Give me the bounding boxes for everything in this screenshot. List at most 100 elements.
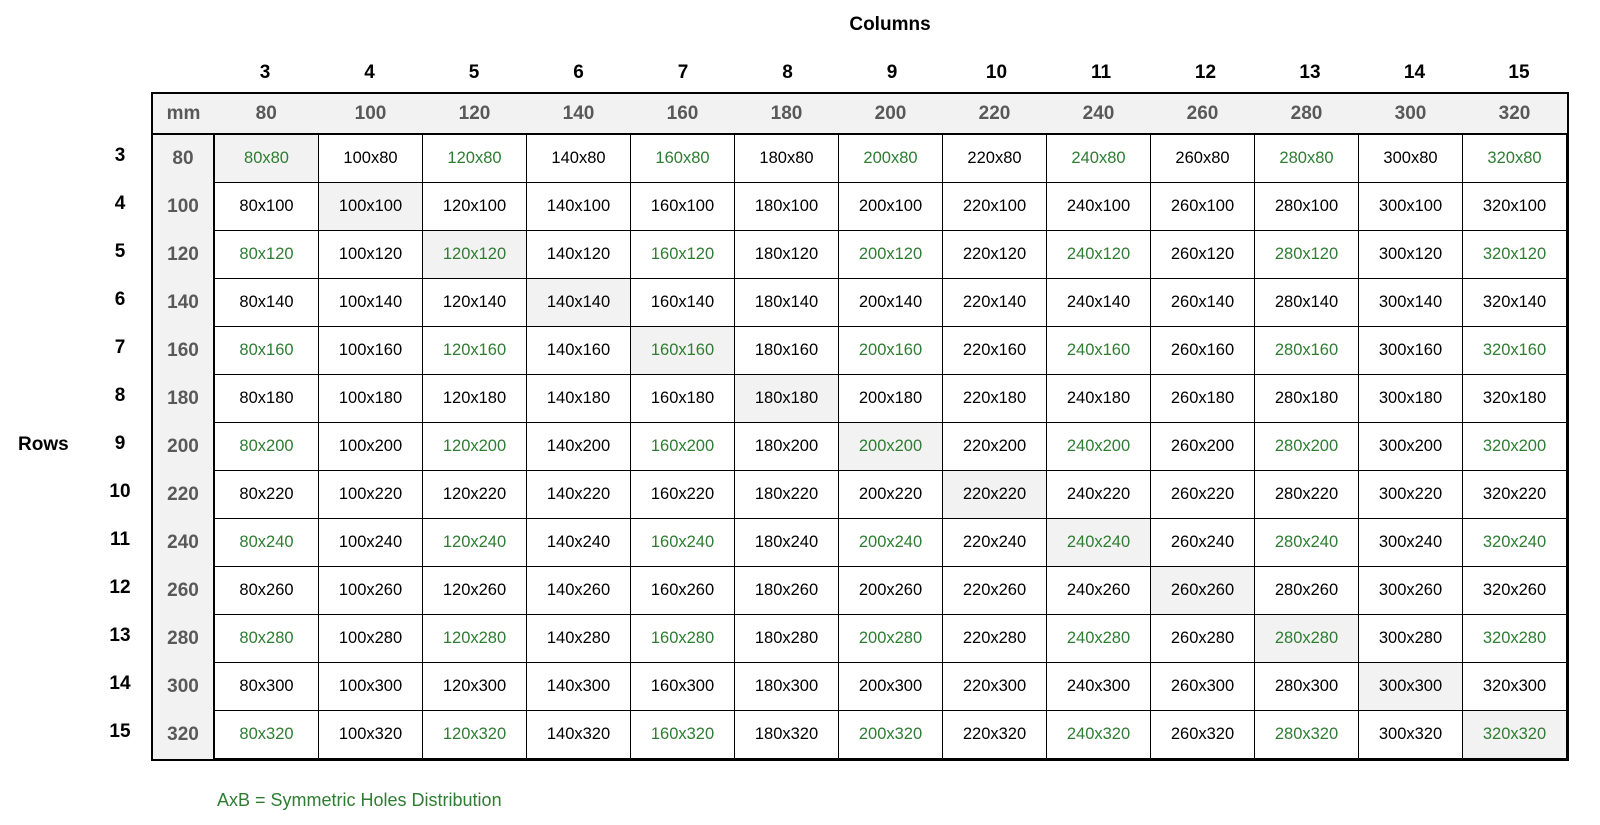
dimension-cell: 300x180 <box>1358 374 1463 423</box>
dimension-cell: 240x220 <box>1046 470 1151 519</box>
dimension-cell: 160x240 <box>630 518 735 567</box>
row-number: 12 <box>109 577 131 598</box>
diagonal-cell: 240x240 <box>1046 518 1151 567</box>
dimension-cell: 260x80 <box>1150 133 1255 183</box>
row-mm-header: 280 <box>153 614 215 663</box>
dimension-cell: 180x280 <box>734 614 839 663</box>
legend-note: AxB = Symmetric Holes Distribution <box>217 790 502 810</box>
dimension-cell: 300x120 <box>1358 230 1463 279</box>
dimension-cell: 140x260 <box>526 566 631 615</box>
dimension-cell: 220x160 <box>942 326 1047 375</box>
dimension-cell: 160x320 <box>630 710 735 759</box>
mm-unit-label: mm <box>153 94 214 135</box>
dimension-cell: 180x240 <box>734 518 839 567</box>
row-number: 15 <box>109 721 131 742</box>
row-number: 11 <box>109 529 131 550</box>
row-number: 8 <box>114 385 126 406</box>
dimension-cell: 240x160 <box>1046 326 1151 375</box>
dimension-cell: 280x240 <box>1254 518 1359 567</box>
dimension-cell: 120x160 <box>422 326 527 375</box>
dimension-cell: 220x200 <box>942 422 1047 471</box>
dimension-cell: 120x280 <box>422 614 527 663</box>
column-number: 15 <box>1508 62 1530 83</box>
dimension-cell: 280x80 <box>1254 133 1359 183</box>
dimension-cell: 200x160 <box>838 326 943 375</box>
dimension-cell: 200x320 <box>838 710 943 759</box>
dimension-table: mm 80 100 120 140 160 180 200 220 240 260 280 300 32… <box>153 94 1567 759</box>
dimension-cell: 200x300 <box>838 662 943 711</box>
dimension-cell: 220x260 <box>942 566 1047 615</box>
row-mm-header: 140 <box>153 278 215 327</box>
dimension-cell: 80x160 <box>213 326 319 375</box>
dimension-cell: 100x220 <box>318 470 423 519</box>
dimension-cell: 160x80 <box>630 133 735 183</box>
row-mm-header: 240 <box>153 518 215 567</box>
dimension-cell: 280x100 <box>1254 182 1359 231</box>
mm-header-row: mm 80 100 120 140 160 180 200 220 240 260 280 300 32… <box>153 94 1567 135</box>
row-number: 4 <box>114 193 126 214</box>
dimension-cell: 180x100 <box>734 182 839 231</box>
dimension-cell: 300x260 <box>1358 566 1463 615</box>
column-mm-header: 240 <box>1046 94 1151 135</box>
dimension-cell: 280x120 <box>1254 230 1359 279</box>
dimension-cell: 140x100 <box>526 182 631 231</box>
diagonal-cell: 160x160 <box>630 326 735 375</box>
dimension-cell: 300x200 <box>1358 422 1463 471</box>
dimension-cell: 260x320 <box>1150 710 1255 759</box>
dimension-cell: 140x180 <box>526 374 631 423</box>
dimension-cell: 140x200 <box>526 422 631 471</box>
dimension-cell: 80x220 <box>213 470 319 519</box>
diagonal-cell: 220x220 <box>942 470 1047 519</box>
dimension-cell: 180x140 <box>734 278 839 327</box>
table-row: 240 80x240 100x240 120x240 140x240 160x240 180… <box>153 518 1567 567</box>
dimension-cell: 140x220 <box>526 470 631 519</box>
dimension-cell: 100x200 <box>318 422 423 471</box>
dimension-cell: 80x100 <box>213 182 319 231</box>
dimension-cell: 80x320 <box>213 710 319 759</box>
table-row: 140 80x140 100x140 120x140 140x140 160x140 180… <box>153 278 1567 327</box>
diagonal-cell: 200x200 <box>838 422 943 471</box>
table-row: 160 80x160 100x160 120x160 140x160 160x160 180… <box>153 326 1567 375</box>
dimension-cell: 300x220 <box>1358 470 1463 519</box>
column-number: 7 <box>677 62 689 83</box>
dimension-cell: 300x100 <box>1358 182 1463 231</box>
dimension-cell: 80x200 <box>213 422 319 471</box>
dimension-cell: 160x140 <box>630 278 735 327</box>
dimension-cell: 180x260 <box>734 566 839 615</box>
dimension-cell: 100x120 <box>318 230 423 279</box>
dimension-cell: 120x260 <box>422 566 527 615</box>
dimension-cell: 120x100 <box>422 182 527 231</box>
dimension-cell: 280x140 <box>1254 278 1359 327</box>
dimension-cell: 180x220 <box>734 470 839 519</box>
dimension-cell: 100x300 <box>318 662 423 711</box>
column-mm-header: 140 <box>526 94 631 135</box>
column-number: 4 <box>364 62 375 83</box>
row-mm-header: 160 <box>153 326 215 375</box>
dimension-cell: 80x300 <box>213 662 319 711</box>
column-number: 6 <box>573 62 584 83</box>
dimension-cell: 120x220 <box>422 470 527 519</box>
dimension-cell: 140x240 <box>526 518 631 567</box>
row-number: 3 <box>114 145 126 166</box>
dimension-cell: 300x240 <box>1358 518 1463 567</box>
dimension-cell: 280x220 <box>1254 470 1359 519</box>
dimension-cell: 240x320 <box>1046 710 1151 759</box>
dimension-cell: 280x200 <box>1254 422 1359 471</box>
row-number: 6 <box>114 289 126 310</box>
dimension-cell: 140x320 <box>526 710 631 759</box>
dimension-cell: 80x120 <box>213 230 319 279</box>
dimension-cell: 160x180 <box>630 374 735 423</box>
dimension-cell: 120x140 <box>422 278 527 327</box>
table-row: 280 80x280 100x280 120x280 140x280 160x280 180… <box>153 614 1567 663</box>
dimension-cell: 140x300 <box>526 662 631 711</box>
dimension-cell: 200x260 <box>838 566 943 615</box>
dimension-cell: 120x200 <box>422 422 527 471</box>
dimension-cell: 260x160 <box>1150 326 1255 375</box>
column-number: 3 <box>259 62 271 83</box>
dimension-cell: 80x140 <box>213 278 319 327</box>
diagonal-cell: 280x280 <box>1254 614 1359 663</box>
row-number: 9 <box>114 433 126 454</box>
dimension-cell: 320x80 <box>1462 133 1567 183</box>
dimension-cell: 220x100 <box>942 182 1047 231</box>
dimension-cell: 200x80 <box>838 133 943 183</box>
